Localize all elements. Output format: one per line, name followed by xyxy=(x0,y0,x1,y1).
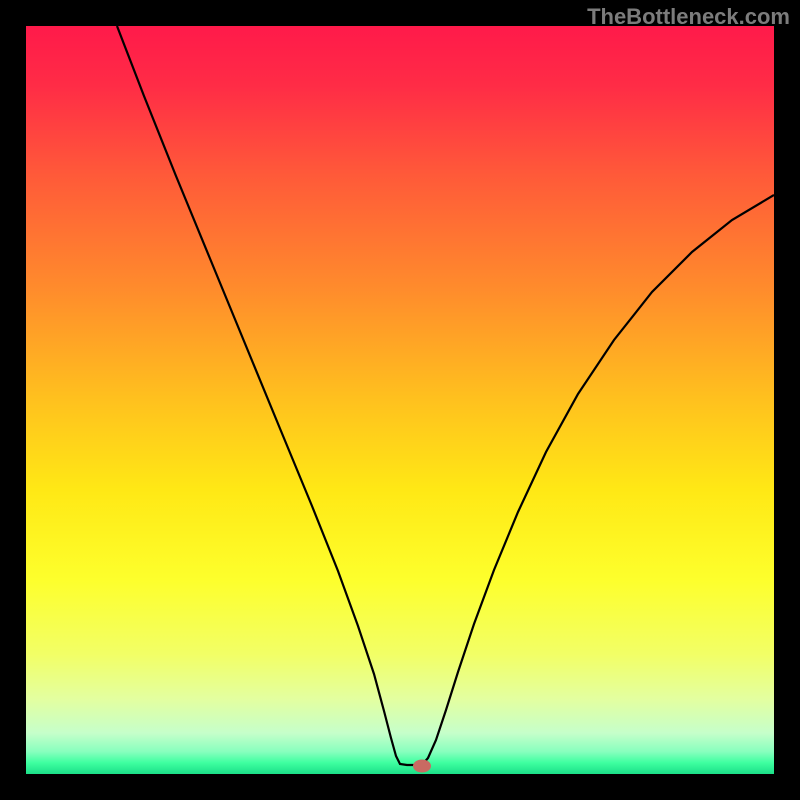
curve-left-branch xyxy=(117,26,422,765)
chart-container: TheBottleneck.com xyxy=(0,0,800,800)
watermark-text: TheBottleneck.com xyxy=(587,4,790,30)
bottleneck-curve xyxy=(26,26,774,774)
plot-area xyxy=(26,26,774,774)
curve-right-branch xyxy=(422,195,774,765)
optimal-marker xyxy=(413,760,431,773)
